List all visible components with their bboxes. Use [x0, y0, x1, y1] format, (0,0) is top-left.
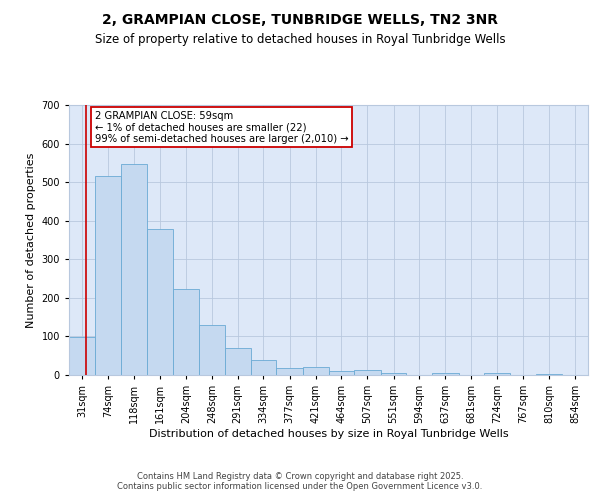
Text: 2, GRAMPIAN CLOSE, TUNBRIDGE WELLS, TN2 3NR: 2, GRAMPIAN CLOSE, TUNBRIDGE WELLS, TN2 … [102, 12, 498, 26]
Text: 2 GRAMPIAN CLOSE: 59sqm
← 1% of detached houses are smaller (22)
99% of semi-det: 2 GRAMPIAN CLOSE: 59sqm ← 1% of detached… [95, 111, 349, 144]
Bar [95, 176, 121, 375]
Bar [380, 373, 406, 375]
Bar [329, 371, 354, 375]
Bar [277, 368, 303, 375]
Text: Contains HM Land Registry data © Crown copyright and database right 2025.
Contai: Contains HM Land Registry data © Crown c… [118, 472, 482, 491]
Bar [173, 290, 199, 375]
Bar [536, 374, 562, 375]
Y-axis label: Number of detached properties: Number of detached properties [26, 152, 36, 328]
Bar [432, 373, 458, 375]
Bar [147, 229, 173, 375]
X-axis label: Distribution of detached houses by size in Royal Tunbridge Wells: Distribution of detached houses by size … [149, 429, 508, 439]
Text: Size of property relative to detached houses in Royal Tunbridge Wells: Size of property relative to detached ho… [95, 32, 505, 46]
Bar [484, 373, 510, 375]
Bar [251, 360, 277, 375]
Bar [121, 164, 147, 375]
Bar [199, 325, 225, 375]
Bar [225, 348, 251, 375]
Bar [303, 368, 329, 375]
Bar [354, 370, 380, 375]
Bar [69, 337, 95, 375]
